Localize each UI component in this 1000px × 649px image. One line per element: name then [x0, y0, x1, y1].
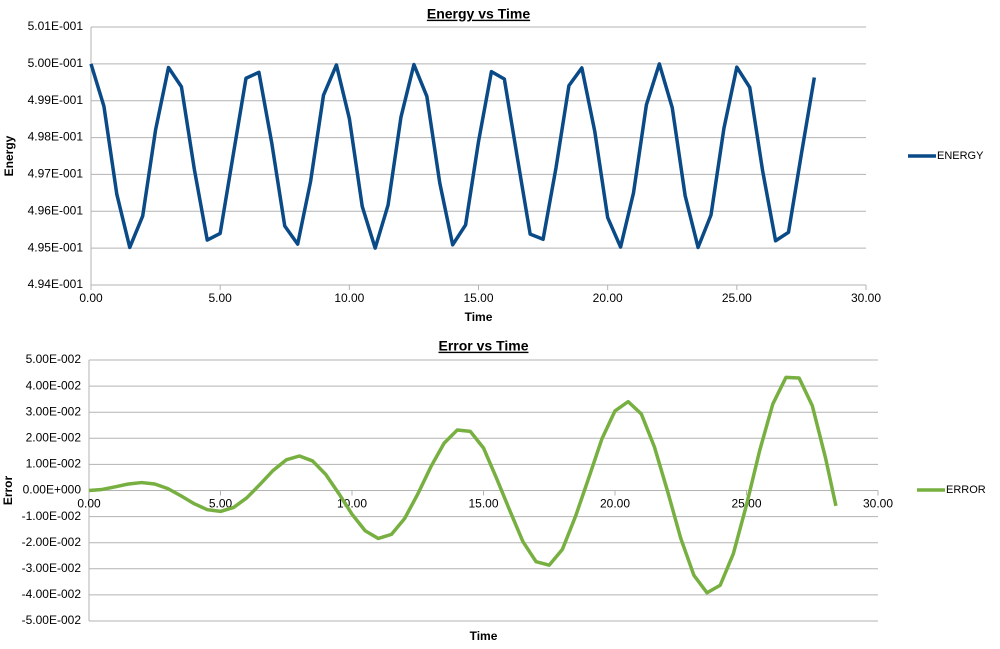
x-tick-label: 10.00: [334, 291, 364, 305]
y-tick-label: 4.99E-001: [28, 93, 84, 107]
y-tick-label: 2.00E-002: [26, 430, 82, 444]
legend-label: ERROR: [946, 484, 986, 496]
x-tick-label: 0.00: [77, 497, 101, 511]
y-tick-label: -3.00E-002: [22, 561, 82, 575]
y-tick-label: -2.00E-002: [22, 535, 82, 549]
y-tick-label: 4.96E-001: [28, 203, 84, 217]
x-tick-label: 30.00: [851, 291, 881, 305]
y-tick-label: 3.00E-002: [26, 404, 82, 418]
chart-title: Energy vs Time: [427, 6, 530, 22]
y-tick-label: -1.00E-002: [22, 509, 82, 523]
x-tick-label: 25.00: [722, 291, 752, 305]
y-tick-label: 4.97E-001: [28, 167, 84, 181]
y-tick-label: -4.00E-002: [22, 587, 82, 601]
x-tick-label: 20.00: [600, 497, 630, 511]
x-tick-label: 0.00: [79, 291, 103, 305]
x-tick-label: 30.00: [863, 497, 893, 511]
x-tick-label: 15.00: [468, 497, 498, 511]
y-tick-label: 4.98E-001: [28, 130, 84, 144]
y-tick-label: 5.00E-002: [26, 352, 82, 366]
y-tick-label: 5.00E-001: [28, 56, 84, 70]
y-tick-label: 0.00E+000: [23, 483, 82, 497]
y-tick-label: -5.00E-002: [22, 613, 82, 627]
y-axis-label: Energy: [2, 135, 16, 176]
data-line: [88, 375, 838, 595]
x-tick-label: 15.00: [463, 291, 493, 305]
y-tick-label: 5.01E-001: [28, 19, 84, 33]
x-tick-label: 20.00: [593, 291, 623, 305]
y-tick-label: 4.95E-001: [28, 240, 84, 254]
chart-title: Error vs Time: [438, 338, 528, 354]
x-axis-label: Time: [470, 629, 498, 643]
x-tick-label: 5.00: [208, 291, 232, 305]
y-tick-label: 1.00E-002: [26, 457, 82, 471]
legend-label: ENERGY: [937, 150, 984, 162]
data-line: [89, 62, 817, 250]
x-axis-label: Time: [465, 310, 493, 324]
y-tick-label: 4.00E-002: [26, 378, 82, 392]
x-tick-label: 5.00: [209, 497, 233, 511]
y-axis-label: Error: [1, 475, 15, 505]
y-tick-label: 4.94E-001: [28, 277, 84, 291]
